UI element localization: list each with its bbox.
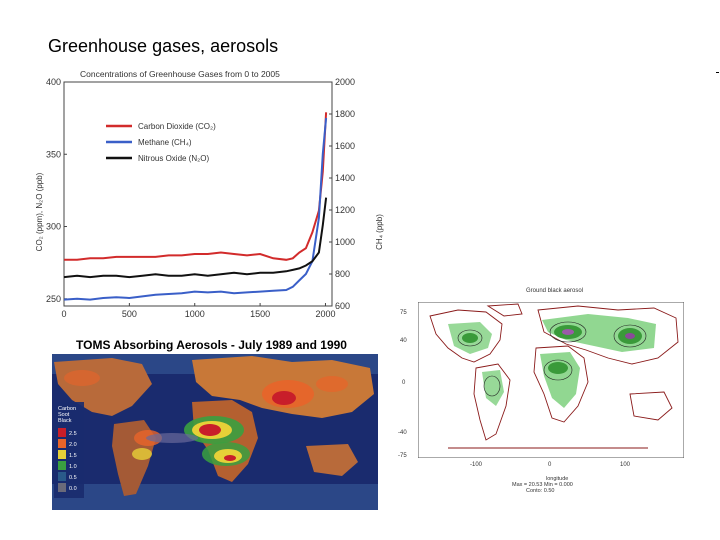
toms-legend-swatch-3 [58, 461, 66, 470]
plot-frame [63, 81, 333, 307]
y2-tick-label: 600 [335, 301, 350, 311]
model-aerosol-map [418, 302, 684, 458]
toms-legend: Carbon Soot Black 2.5 2.0 1.5 1.0 0.5 0.0 [54, 402, 84, 498]
toms-legend-value-5: 0.0 [69, 486, 77, 492]
toms-aerosol-panel: TOMS Absorbing Aerosols - July 1989 and … [52, 334, 378, 510]
chart-title: Concentrations of Greenhouse Gases from … [80, 69, 280, 79]
y2-tick-label: 1600 [335, 141, 355, 151]
legend: Carbon Dioxide (CO₂) Methane (CH₄) Nitrous… [106, 122, 216, 163]
y-tick-label: 300 [46, 222, 61, 232]
toms-aerosol-map: Carbon Soot Black 2.5 2.0 1.5 1.0 0.5 0.0 [52, 354, 378, 510]
greenhouse-gas-chart: Concentrations of Greenhouse Gases from … [30, 62, 388, 326]
legend-header-3: Black [58, 418, 72, 424]
toms-title: TOMS Absorbing Aerosols - July 1989 and … [76, 338, 347, 352]
legend-label-2: Nitrous Oxide (N₂O) [138, 154, 209, 163]
y2-tick-label: 1000 [335, 237, 355, 247]
toms-legend-swatch-1 [58, 439, 66, 448]
slide-title: Greenhouse gases, aerosols [48, 36, 279, 56]
y2-tick-label: 800 [335, 269, 350, 279]
toms-legend-swatch-2 [58, 450, 66, 459]
model-y-tick-neg40: -40 [398, 430, 407, 436]
x-tick-label: 2000 [315, 309, 335, 319]
y2-tick-label: 2000 [335, 77, 355, 87]
coastlines [429, 303, 679, 449]
toms-legend-swatch-0 [58, 428, 66, 437]
series-lines [63, 112, 328, 301]
model-aerosol-panel: Ground black aerosol 75 40 0 -40 -75 [398, 288, 698, 494]
series-line-2 [63, 197, 328, 279]
legend-label-0: Carbon Dioxide (CO₂) [138, 122, 216, 131]
toms-legend-value-1: 2.0 [69, 442, 77, 448]
model-footer-line3: Conto: 0.50 [526, 488, 555, 494]
contour-lines [457, 321, 647, 397]
y2-tick-label: 1200 [335, 205, 355, 215]
toms-legend-value-3: 1.0 [69, 464, 77, 470]
model-x-tick-100: 100 [620, 462, 631, 468]
greenhouse-gas-chart-svg: Concentrations of Greenhouse Gases from … [35, 69, 384, 319]
x-tick-label: 500 [122, 309, 137, 319]
model-y-tick-neg75: -75 [398, 453, 407, 459]
legend-header-2: Soot [58, 412, 70, 418]
model-x-tick-neg100: -100 [470, 462, 483, 468]
y-tick-label: 350 [46, 149, 61, 159]
x-tick-label: 1000 [185, 309, 205, 319]
model-footer: longitude Max = 20.53 Min = 0.000 Conto:… [512, 476, 573, 494]
y-axis-label: CO₂ (ppm), N₂O (ppb) [35, 172, 44, 251]
x-tick-label: 0 [61, 309, 66, 319]
model-y-tick-0: 0 [402, 380, 406, 386]
series-line-0 [64, 112, 328, 261]
tick-mark [716, 72, 719, 73]
y2-tick-label: 1400 [335, 173, 355, 183]
model-footer-line1: longitude [546, 476, 569, 482]
axis-ticks: 0 500 1000 1500 2000 250 300 350 400 600 800 1000 12… [46, 77, 355, 319]
x-tick-label: 1500 [250, 309, 270, 319]
toms-legend-swatch-5 [58, 483, 66, 492]
legend-header-1: Carbon [58, 406, 76, 412]
model-top-label: Ground black aerosol [526, 288, 584, 294]
series-line-1 [63, 117, 328, 301]
toms-legend-value-4: 0.5 [69, 475, 77, 481]
aerosol-hotspots [64, 370, 348, 466]
model-y-tick-40: 40 [400, 338, 407, 344]
y-tick-label: 250 [46, 294, 61, 304]
toms-legend-value-2: 1.5 [69, 453, 77, 459]
model-x-tick-0: 0 [548, 462, 552, 468]
toms-legend-value-0: 2.5 [69, 431, 77, 437]
model-footer-line2: Max = 20.53 Min = 0.000 [512, 482, 573, 488]
y2-tick-label: 1800 [335, 109, 355, 119]
y2-axis-label: CH₄ (ppb) [375, 214, 384, 250]
y-tick-label: 400 [46, 77, 61, 87]
model-y-tick-75: 75 [400, 310, 407, 316]
toms-legend-swatch-4 [58, 472, 66, 481]
legend-label-1: Methane (CH₄) [138, 138, 192, 147]
